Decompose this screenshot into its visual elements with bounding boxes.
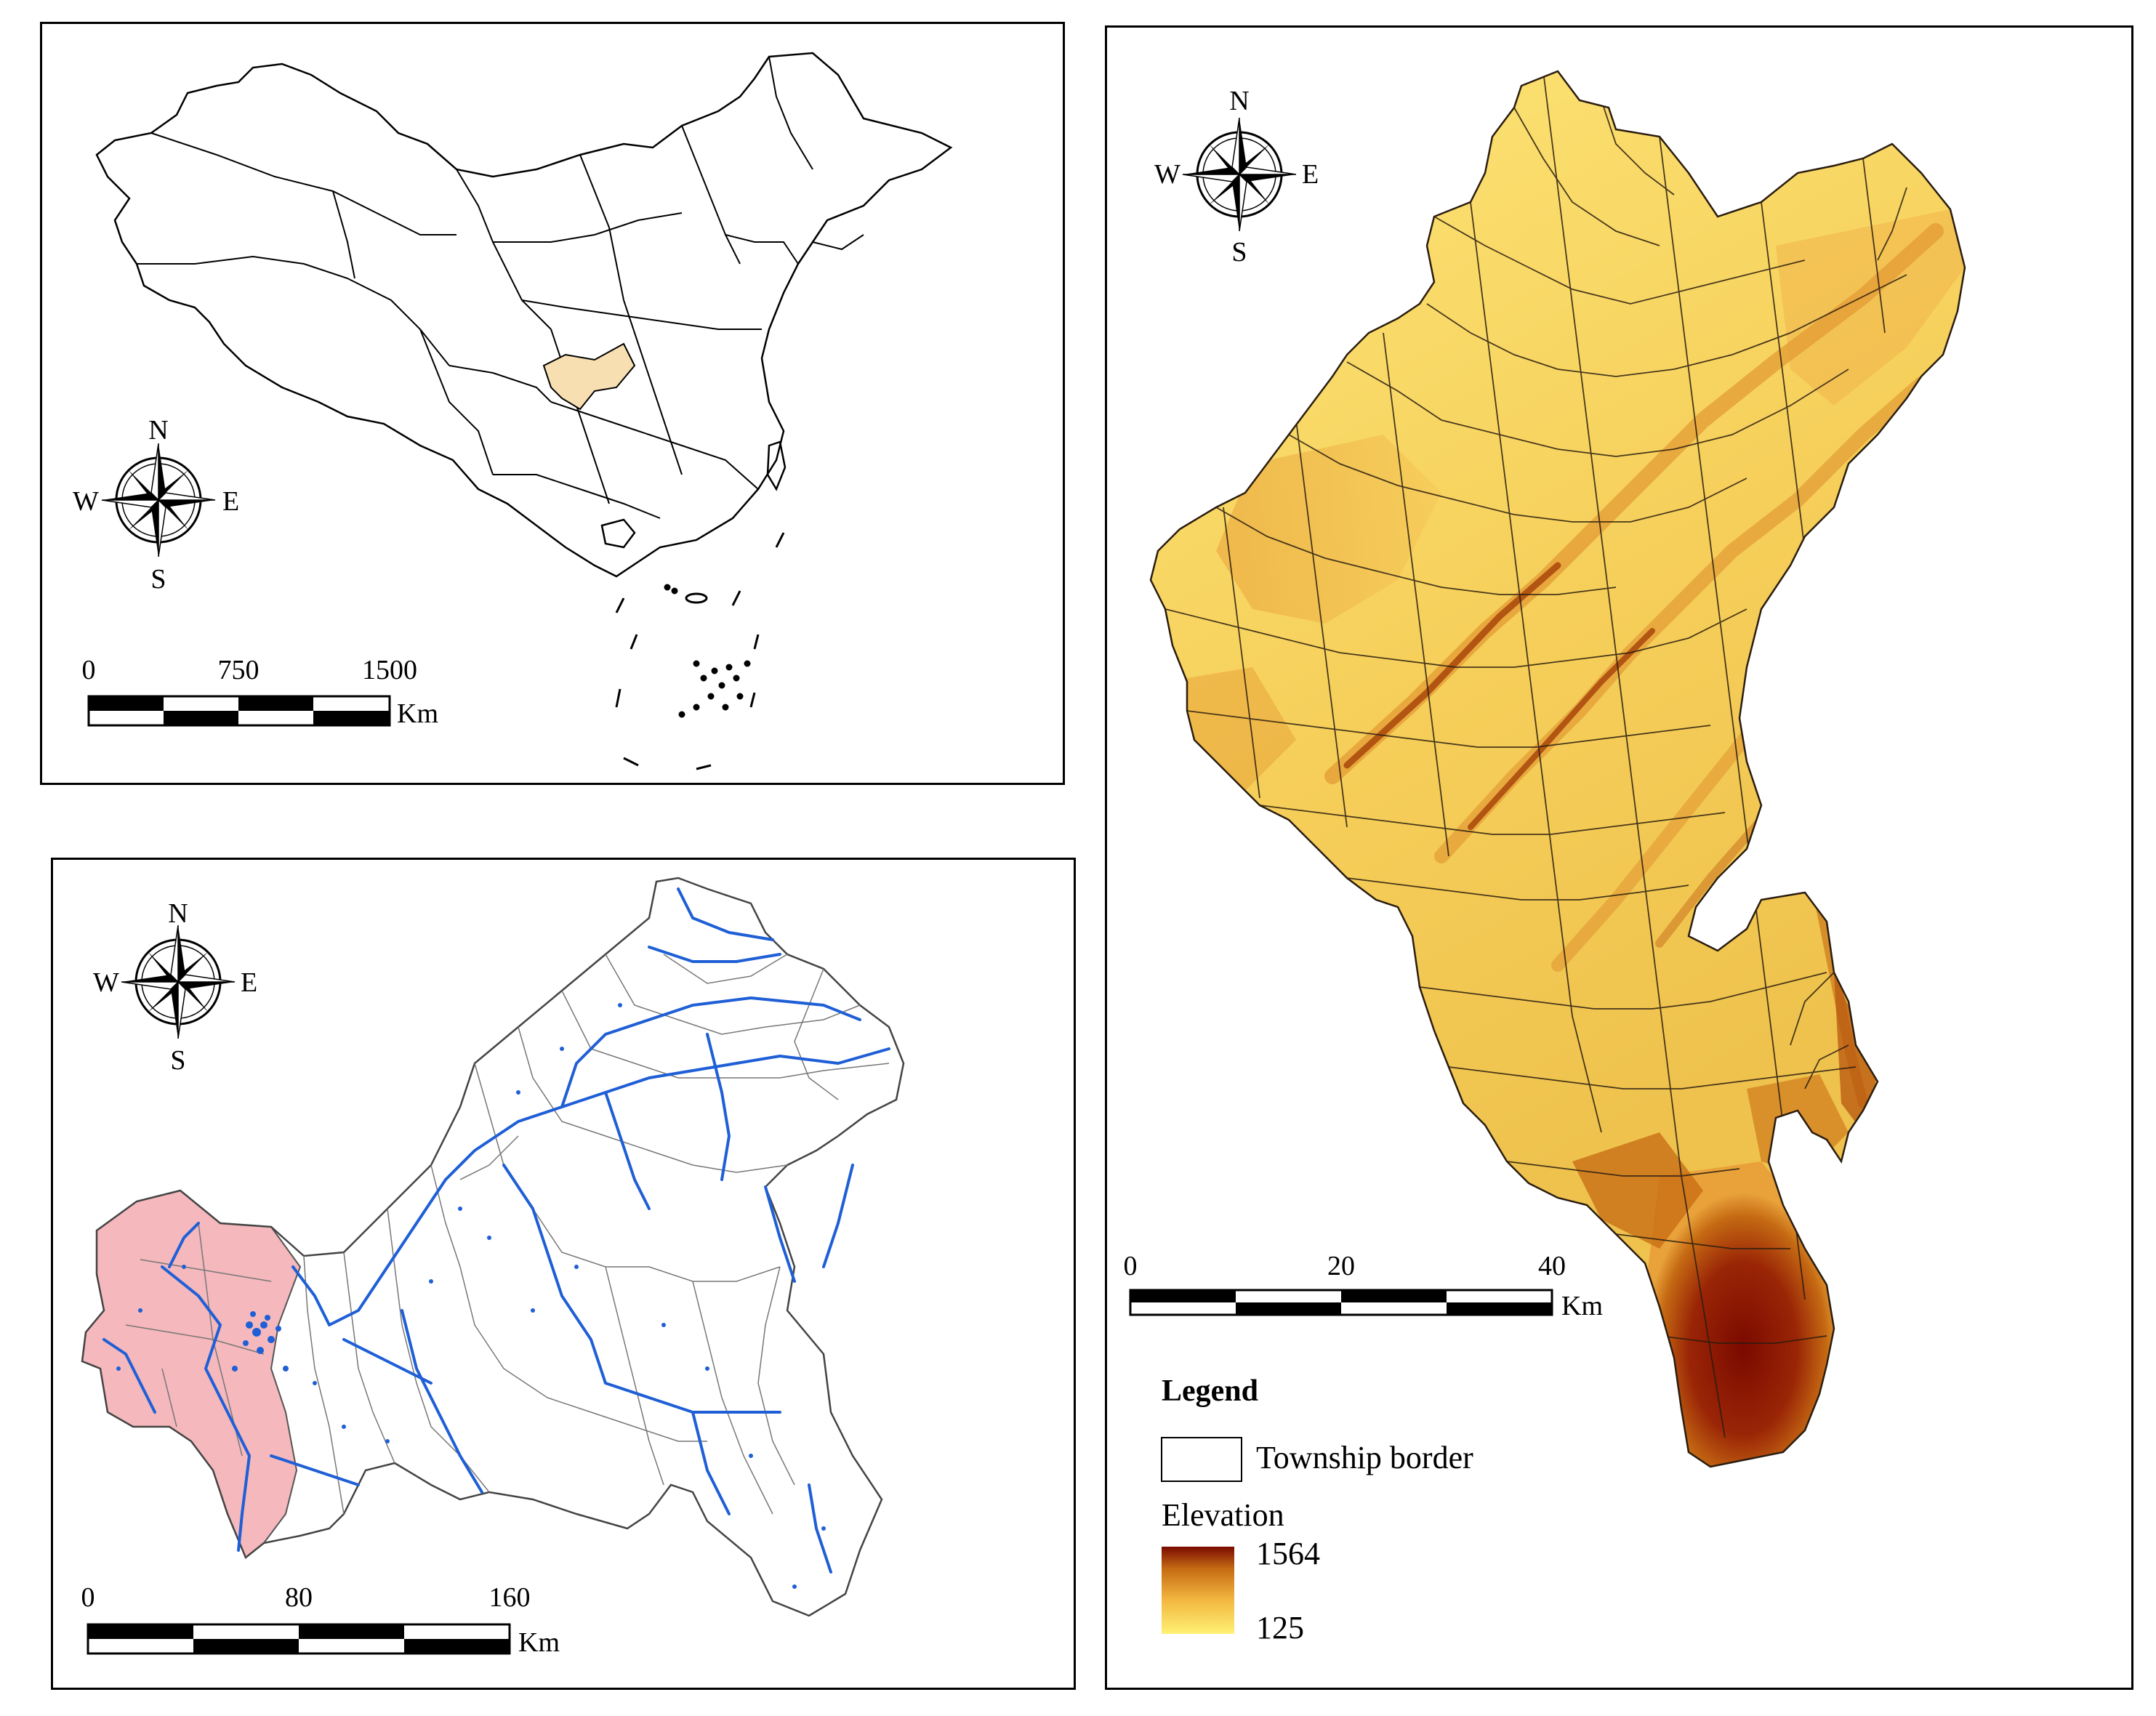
scale-unit: Km xyxy=(397,698,438,729)
scale-tick-0: 0 xyxy=(81,1582,95,1613)
taiwan-island xyxy=(766,440,787,491)
compass-n-label: N xyxy=(1229,86,1250,116)
scale-tick-1: 20 xyxy=(1327,1251,1355,1281)
compass-w-label: W xyxy=(1154,159,1180,190)
scale-tick-2: 160 xyxy=(488,1582,531,1613)
reservoir-dots xyxy=(116,1003,826,1589)
scale-bar xyxy=(1129,1289,1553,1316)
compass-n-label: N xyxy=(168,898,188,929)
township-borders xyxy=(1165,71,1907,1438)
china-outline xyxy=(95,52,953,578)
compass-s-label: S xyxy=(1231,237,1247,267)
compass-e-label: E xyxy=(1302,159,1319,190)
compass-w-label: W xyxy=(73,486,99,517)
hainan-island xyxy=(600,518,636,549)
scale-tick-2: 1500 xyxy=(362,655,417,685)
scale-bar xyxy=(87,695,391,727)
elevation-raster xyxy=(1151,71,1965,1467)
legend-elevation-min: 125 xyxy=(1256,1610,1304,1645)
south-china-sea-islands xyxy=(615,532,785,770)
chongqing-river-map: N S E W 0 80 160 Km xyxy=(51,858,1076,1690)
study-area-outline xyxy=(1149,70,1966,1468)
scale-tick-0: 0 xyxy=(81,655,96,685)
compass-s-label: S xyxy=(170,1045,186,1076)
legend-elevation-max: 1564 xyxy=(1256,1536,1320,1571)
chongqing-highlight xyxy=(542,342,636,411)
compass-n-label: N xyxy=(148,415,169,446)
county-borders xyxy=(125,954,890,1515)
compass-e-label: E xyxy=(222,486,240,517)
province-borders xyxy=(137,56,864,519)
china-overview-map: N S E W 0 750 1500 Km xyxy=(40,22,1065,785)
legend-elevation-label: Elevation xyxy=(1162,1497,1284,1533)
chongqing-map-svg xyxy=(81,877,905,1617)
scale-unit: Km xyxy=(518,1627,560,1658)
legend-title: Legend xyxy=(1162,1374,1259,1408)
river-network xyxy=(102,887,890,1574)
compass-e-label: E xyxy=(241,967,258,998)
compass-w-label: W xyxy=(93,967,119,998)
scale-tick-1: 750 xyxy=(217,655,260,685)
scale-tick-1: 80 xyxy=(285,1582,313,1613)
china-map-svg xyxy=(95,52,953,770)
scale-tick-0: 0 xyxy=(1123,1251,1138,1281)
study-area-elevation-map: N S E W 0 20 40 Km Legend Township borde… xyxy=(1105,25,2133,1690)
legend-township-label: Township border xyxy=(1256,1440,1473,1475)
compass-s-label: S xyxy=(150,564,166,595)
legend-township-swatch xyxy=(1161,1437,1242,1482)
elevation-map-svg xyxy=(1129,70,1966,1634)
scale-tick-2: 40 xyxy=(1538,1251,1566,1281)
scale-unit: Km xyxy=(1561,1291,1603,1321)
scale-bar xyxy=(87,1623,511,1655)
legend-elevation-ramp xyxy=(1162,1547,1234,1634)
